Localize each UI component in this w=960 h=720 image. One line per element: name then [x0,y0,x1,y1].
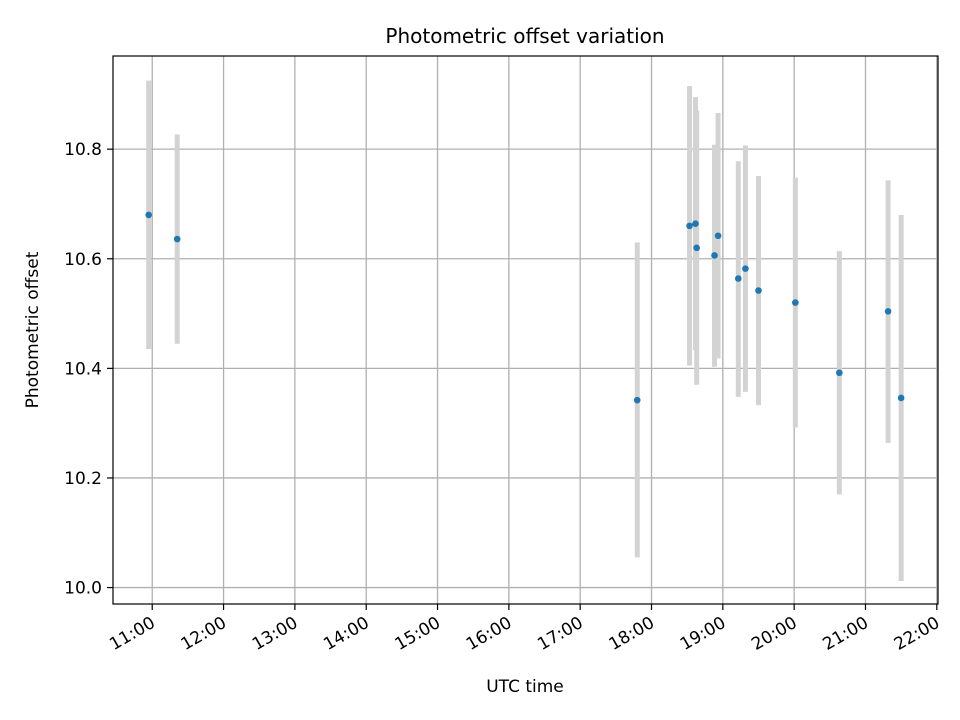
data-point [792,299,799,306]
y-axis-ticks: 10.0 10.2 10.4 10.6 10.8 [64,140,113,599]
data-point [693,244,700,252]
grid-layer [113,56,938,604]
data-point [836,369,843,377]
y-tick-label: 10.6 [64,250,102,270]
data-point [145,211,152,219]
y-tick-label: 10.2 [64,469,102,489]
data-point [714,232,722,240]
data-point [633,396,641,404]
data-point [692,220,699,227]
chart-title: Photometric offset variation [385,24,664,48]
data-point [884,308,892,315]
data-point [686,222,693,230]
y-axis-title: Photometric offset [23,251,43,408]
plot-frame [112,55,939,605]
x-axis-title: UTC time [486,677,564,697]
data-point [897,394,905,402]
data-point [734,275,742,282]
data-point [711,252,718,259]
data-point [755,287,762,294]
y-tick-label: 10.0 [64,579,102,599]
data-point [742,265,749,272]
y-tick-label: 10.8 [64,140,102,160]
point-layer [145,211,905,404]
y-tick-label: 10.4 [64,359,102,379]
data-point [173,235,181,243]
